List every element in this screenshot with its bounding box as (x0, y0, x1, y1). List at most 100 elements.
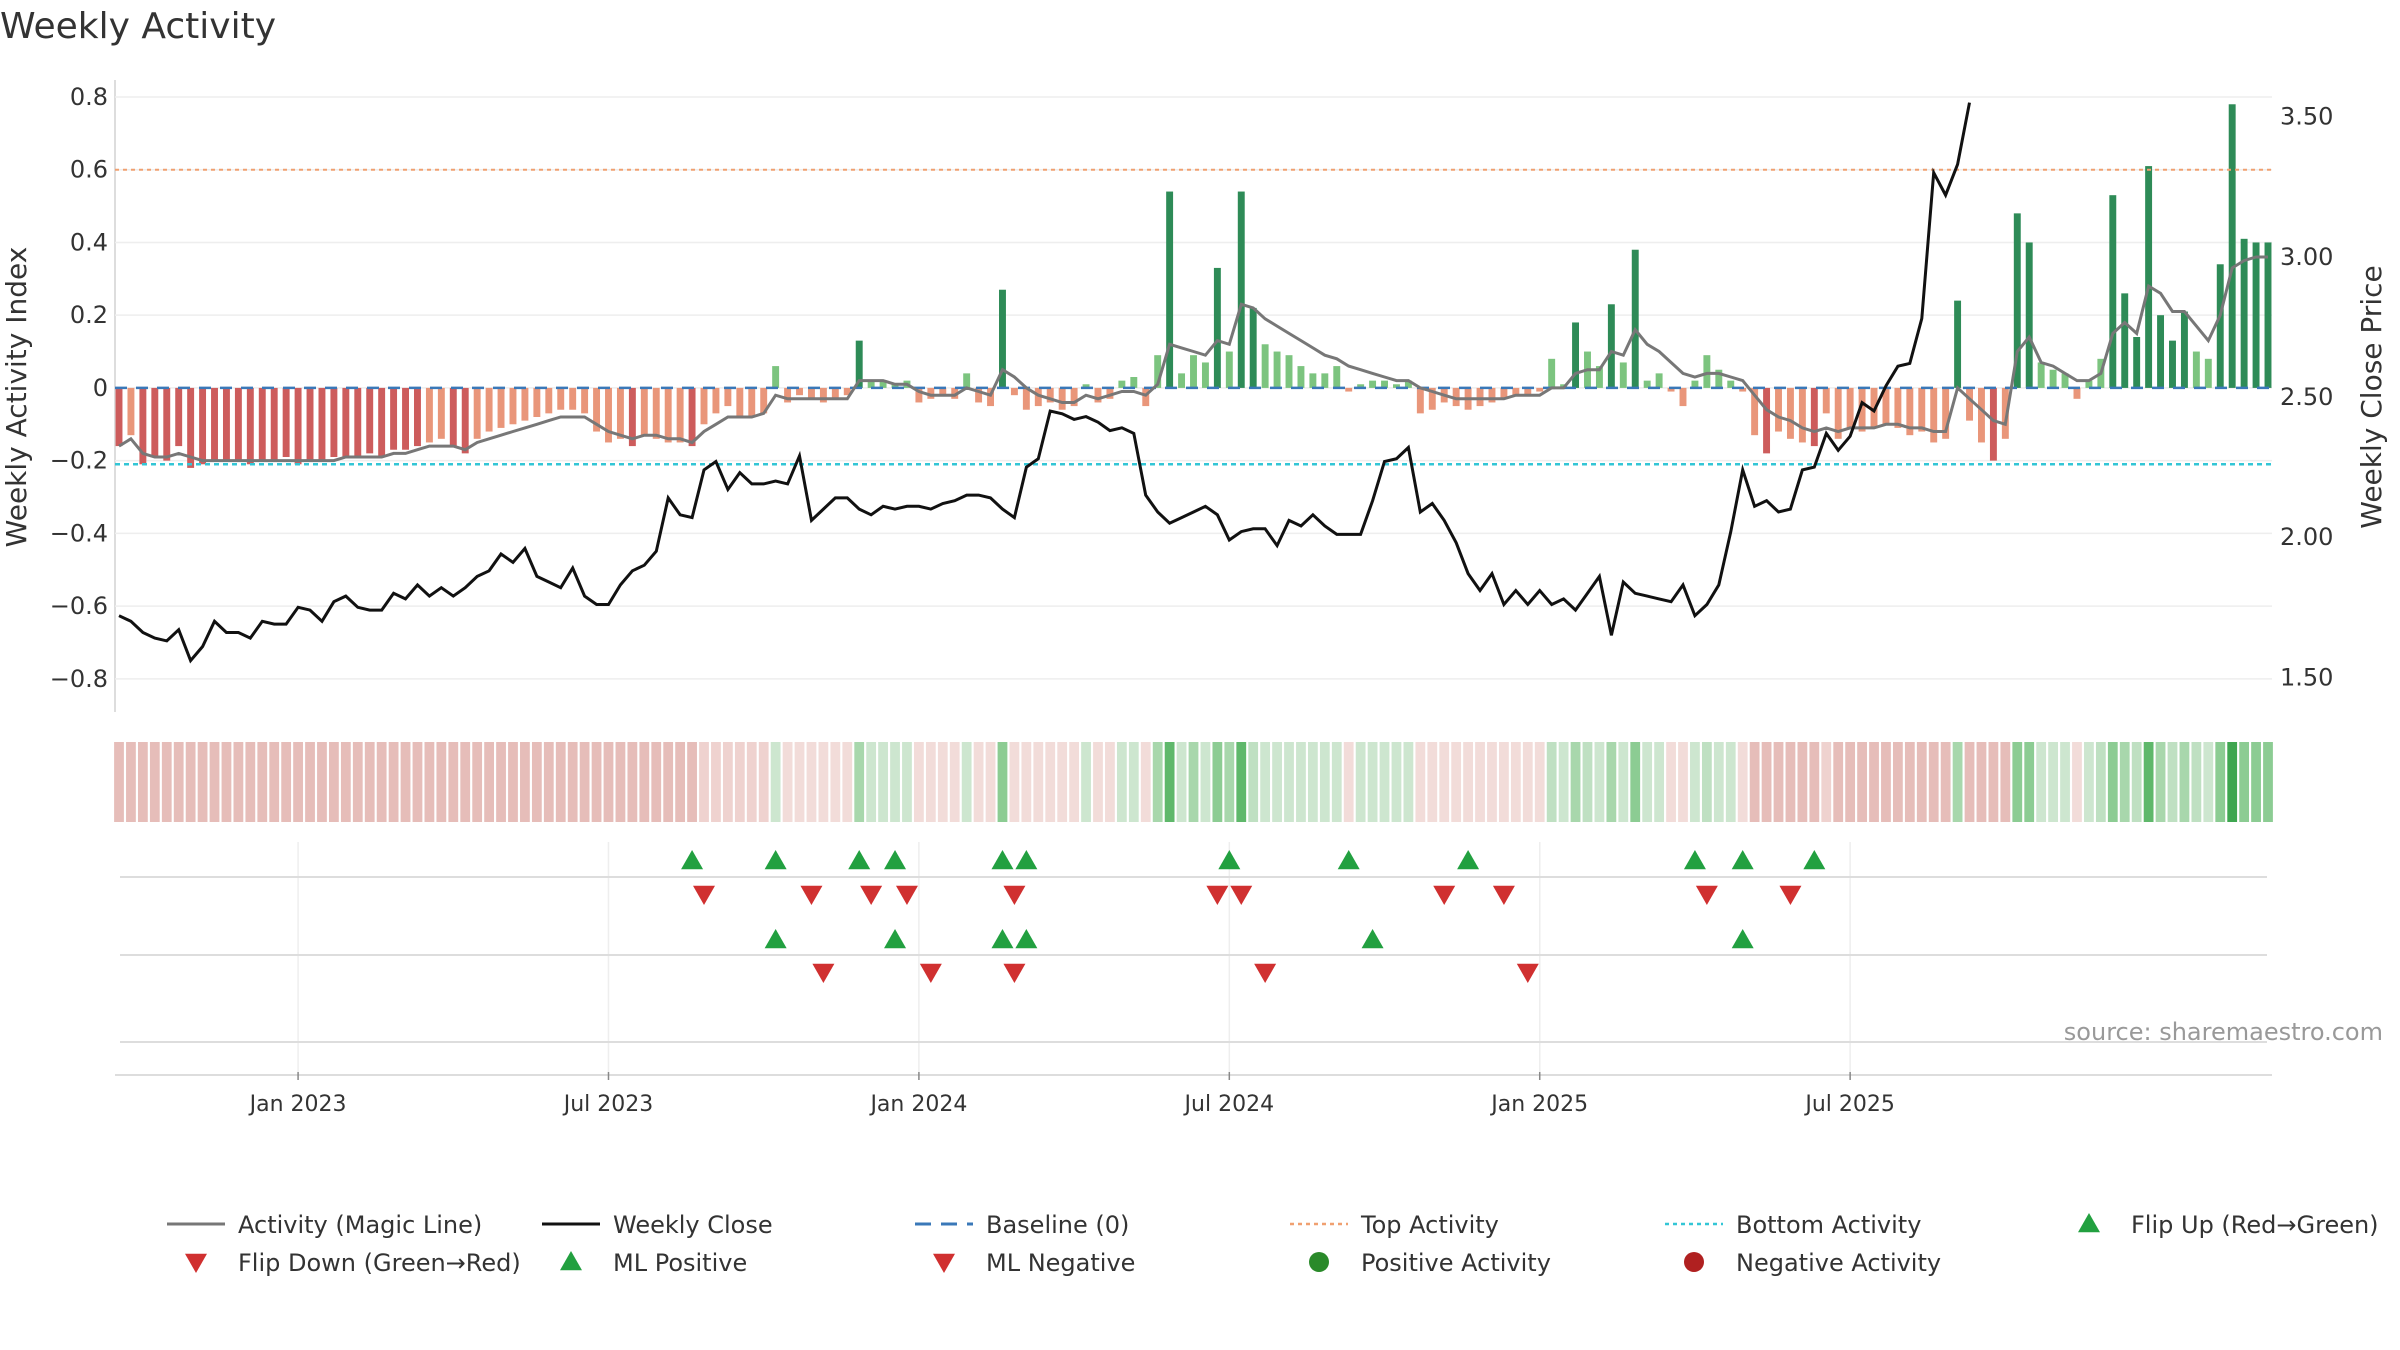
activity-bar (557, 387, 565, 410)
activity-bar (115, 387, 123, 447)
activity-bar (1751, 387, 1759, 436)
legend-label: Negative Activity (1736, 1249, 1941, 1277)
ml-positive-marker (991, 929, 1014, 949)
activity-bar (2264, 242, 2272, 388)
activity-bar (688, 387, 696, 447)
regime-cell (1152, 742, 1163, 822)
activity-bar (867, 380, 875, 388)
regime-cell (1534, 742, 1545, 822)
activity-bar (330, 387, 338, 457)
legend-swatch (1684, 1252, 1704, 1272)
regime-cell (555, 742, 566, 822)
legend-swatch (933, 1253, 955, 1273)
activity-bar (437, 387, 445, 439)
activity-bar (246, 387, 254, 465)
y-left-tick-label: 0.4 (70, 228, 108, 256)
regime-cell (1737, 742, 1748, 822)
regime-cell (758, 742, 769, 822)
activity-bar (1022, 387, 1030, 410)
activity-bar (2240, 238, 2248, 388)
regime-cell (2072, 742, 2082, 822)
activity-bar (1201, 362, 1209, 388)
regime-cell (1021, 742, 1032, 822)
ml-negative-marker (1003, 963, 1026, 983)
regime-cell (2155, 742, 2166, 822)
regime-cell (1773, 742, 1784, 822)
regime-cell (1916, 742, 1927, 822)
regime-cell (484, 742, 495, 822)
activity-bar (891, 384, 899, 388)
regime-cell (806, 742, 817, 822)
regime-cell (173, 742, 184, 822)
activity-bar (628, 387, 636, 447)
activity-bar (760, 387, 768, 414)
legend: Activity (Magic Line) Weekly Close Baselin… (167, 1211, 2379, 1277)
activity-bar (640, 387, 648, 436)
regime-cell (1487, 742, 1497, 822)
regime-cell (1881, 742, 1891, 822)
activity-bar (1834, 387, 1842, 439)
activity-bar (1989, 387, 1997, 461)
regime-cell (233, 742, 244, 822)
regime-cell (1439, 742, 1450, 822)
legend-label: Activity (Magic Line) (238, 1211, 482, 1239)
flip-up-marker (1337, 850, 1360, 870)
regime-cell (1869, 742, 1879, 822)
regime-cell (1713, 742, 1724, 822)
flip-up-marker (884, 850, 907, 870)
regime-cell (603, 742, 614, 822)
activity-bar (999, 289, 1006, 388)
activity-bar (1082, 384, 1090, 388)
regime-cell (1176, 742, 1187, 822)
regime-cell (2131, 742, 2142, 822)
activity-bar (473, 387, 481, 439)
regime-cell (1570, 742, 1581, 822)
flip-down-marker (693, 885, 716, 905)
regime-cell (2084, 742, 2094, 822)
flip-down-marker (895, 885, 918, 905)
y-right-tick-label: 3.00 (2280, 243, 2333, 271)
activity-bar (545, 387, 553, 414)
activity-bar (963, 373, 971, 388)
flip-up-marker (681, 850, 704, 870)
activity-bar (1166, 191, 1174, 388)
legend-label: ML Negative (986, 1249, 1135, 1277)
y-left-tick-label: 0 (93, 374, 108, 402)
regime-cell (1284, 742, 1294, 822)
regime-cell (1952, 742, 1963, 822)
regime-cell (1319, 742, 1330, 822)
regime-cell (293, 742, 303, 822)
regime-cell (1630, 742, 1641, 822)
regime-cell (949, 742, 960, 822)
activity-bar (509, 387, 517, 425)
regime-cell (2191, 742, 2202, 822)
activity-bar (378, 387, 386, 457)
regime-cell (1355, 742, 1366, 822)
activity-bar (1190, 355, 1197, 388)
ml-negative-marker (1254, 963, 1277, 983)
regime-cell (1892, 742, 1903, 822)
activity-bar (1500, 387, 1508, 399)
y-right-tick-label: 2.00 (2280, 523, 2333, 551)
date-tick-label: Jul 2023 (562, 1092, 654, 1117)
ml-negative-marker (1516, 963, 1539, 983)
regime-cell (1272, 742, 1282, 822)
regime-cell (734, 742, 745, 822)
regime-cell (961, 742, 972, 822)
activity-bar (2180, 311, 2188, 388)
activity-bar (1178, 373, 1186, 388)
regime-cell (1904, 742, 1915, 822)
regime-cell (1403, 742, 1414, 822)
regime-cell (114, 742, 124, 822)
flip-down-marker (1695, 885, 1718, 905)
ml-negative-marker (919, 963, 942, 983)
regime-cell (818, 742, 829, 822)
activity-bar (593, 387, 601, 432)
legend-item: Negative Activity (1684, 1249, 1941, 1277)
activity-bar (1607, 304, 1615, 388)
regime-cell (376, 742, 387, 822)
activity-bar (139, 387, 147, 465)
regime-cell (902, 742, 912, 822)
y-right-tick-label: 2.50 (2280, 383, 2333, 411)
activity-bar (1357, 384, 1365, 388)
